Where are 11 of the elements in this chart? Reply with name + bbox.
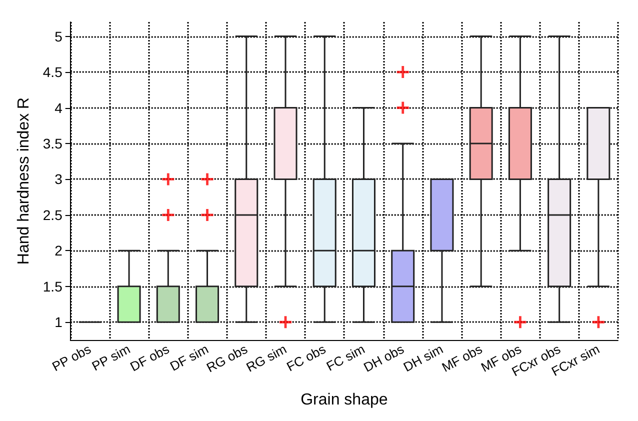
y-tick-label: 3 [54, 171, 63, 188]
y-tick-label: 5 [54, 28, 63, 44]
y-tick-label: 2 [54, 242, 63, 259]
y-tick-label: 2.5 [42, 206, 63, 223]
y-axis-title: Hand hardness index R [16, 97, 32, 265]
y-tick-label: 4 [54, 100, 63, 116]
y-tick-label: 1.5 [42, 278, 63, 294]
y-tick-label: 4.5 [42, 64, 63, 80]
x-axis-title: Grain shape [300, 392, 388, 408]
y-tick-label: 1 [54, 314, 63, 330]
y-tick-label: 3.5 [42, 135, 63, 152]
